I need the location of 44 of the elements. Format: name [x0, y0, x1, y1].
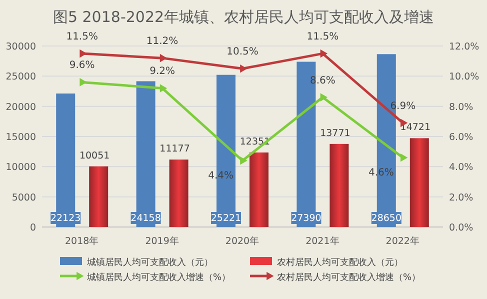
y2-tick-label: 2.0%	[449, 192, 474, 204]
bar	[89, 166, 108, 227]
point	[320, 49, 328, 58]
y-tick-label: 15000	[6, 132, 36, 143]
data-label: 13771	[320, 128, 350, 139]
bar	[330, 144, 349, 227]
data-label: 11.5%	[66, 32, 98, 43]
y-tick-label: 20000	[6, 102, 36, 113]
data-label: 10051	[79, 150, 110, 162]
data-label: 9.6%	[69, 60, 95, 72]
point	[240, 64, 248, 73]
point	[160, 84, 168, 92]
data-label: 11177	[160, 144, 190, 155]
bar	[169, 160, 188, 227]
data-label: 11.5%	[306, 32, 339, 43]
point	[240, 156, 248, 165]
legend-label: 农村居民人均可支配收入（元）	[277, 257, 403, 268]
y-tick-label: 5000	[12, 192, 36, 204]
chart-title: 图5 2018-2022年城镇、农村居民人均可支配收入及增速	[52, 8, 434, 26]
x-tick-label: 2018年	[65, 235, 100, 247]
legend-label: 农村居民人均可支配收入增速（%）	[277, 272, 421, 283]
bar	[410, 138, 429, 227]
legend-label: 城镇居民人均可支配收入增速（%）	[86, 272, 231, 283]
point	[320, 93, 328, 102]
y2-tick-label: 0.0%	[449, 222, 474, 234]
y-tick-label: 10000	[6, 162, 36, 174]
y2-tick-label: 6.0%	[449, 132, 474, 143]
y2-tick-label: 4.0%	[449, 162, 474, 174]
y2-tick-label: 8.0%	[449, 102, 474, 113]
data-label: 11.2%	[146, 36, 178, 48]
y-tick-label: 25000	[6, 72, 36, 83]
x-tick-label: 2019年	[145, 235, 180, 247]
x-tick-label: 2020年	[225, 235, 260, 247]
x-tick-label: 2021年	[306, 235, 340, 247]
point	[400, 153, 408, 162]
y-tick-label: 30000	[6, 42, 36, 52]
bar	[250, 152, 268, 227]
y-tick-label: 0	[30, 222, 36, 234]
y2-tick-label: 12.0%	[449, 42, 480, 52]
y2-tick-label: 10.0%	[449, 72, 480, 83]
data-label: 10.5%	[226, 46, 258, 58]
data-label: 9.2%	[150, 66, 176, 78]
x-tick-label: 2022年	[386, 235, 420, 247]
legend-label: 城镇居民人均可支配收入（元）	[86, 257, 213, 268]
